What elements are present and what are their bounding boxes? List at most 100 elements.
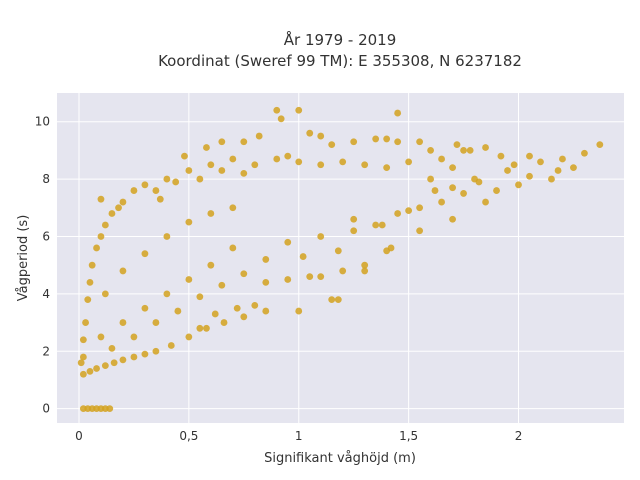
scatter-point — [181, 152, 188, 160]
scatter-point — [334, 296, 342, 304]
scatter-point — [152, 187, 160, 194]
scatter-point — [554, 167, 562, 174]
scatter-point — [130, 187, 138, 194]
x-tick-label: 1 — [295, 429, 303, 443]
scatter-point — [101, 221, 109, 229]
scatter-point — [284, 152, 292, 160]
scatter-point — [317, 161, 325, 169]
scatter-point — [185, 167, 193, 174]
scatter-point — [299, 253, 307, 260]
scatter-point — [383, 247, 391, 255]
scatter-point — [262, 278, 270, 286]
scatter-point — [350, 227, 358, 235]
scatter-point — [372, 221, 380, 229]
scatter-point — [383, 135, 391, 143]
scatter-point — [449, 215, 456, 223]
scatter-point — [273, 155, 281, 163]
scatter-point — [295, 106, 303, 114]
scatter-point — [174, 307, 182, 315]
scatter-point — [295, 307, 303, 315]
scatter-point — [218, 281, 226, 289]
scatter-point — [196, 293, 204, 301]
scatter-point — [510, 161, 518, 169]
x-gridlines — [78, 93, 520, 423]
scatter-point — [334, 247, 342, 255]
scatter-point — [394, 138, 402, 146]
scatter-point — [240, 313, 248, 321]
scatter-point — [163, 290, 171, 298]
scatter-point — [559, 155, 566, 163]
scatter-point — [141, 304, 149, 312]
scatter-point — [416, 204, 424, 212]
chart-title-line-1: År 1979 - 2019 — [284, 30, 397, 49]
y-tick-label: 8 — [42, 172, 50, 186]
scatter-point — [361, 267, 369, 275]
scatter-point — [115, 204, 122, 212]
scatter-point — [350, 138, 358, 146]
scatter-point — [515, 181, 522, 189]
scatter-point — [152, 319, 160, 326]
scatter-point — [218, 167, 226, 174]
scatter-point — [82, 319, 89, 326]
scatter-point — [273, 106, 281, 114]
scatter-point — [185, 333, 193, 341]
scatter-point — [460, 146, 467, 154]
scatter-point — [119, 319, 127, 326]
scatter-point — [493, 187, 500, 194]
scatter-point — [251, 161, 259, 169]
scatter-point — [185, 276, 193, 283]
scatter-point — [317, 132, 325, 140]
scatter-point — [203, 324, 210, 332]
scatter-point — [405, 207, 413, 215]
scatter-point — [482, 198, 489, 206]
x-tick-label: 0,5 — [179, 429, 198, 443]
scatter-point — [361, 261, 369, 269]
scatter-point — [306, 129, 314, 137]
scatter-point — [185, 218, 193, 226]
x-axis-title: Signifikant våghöjd (m) — [264, 451, 416, 466]
scatter-point — [229, 244, 237, 252]
scatter-point — [108, 210, 116, 217]
scatter-point — [262, 256, 270, 263]
scatter-point — [416, 138, 424, 146]
scatter-point — [229, 155, 237, 163]
scatter-point — [570, 164, 577, 172]
scatter-point — [427, 175, 435, 183]
scatter-point — [119, 198, 127, 206]
scatter-point — [438, 155, 445, 163]
scatter-point — [86, 367, 94, 375]
scatter-point — [526, 152, 533, 160]
scatter-point — [438, 198, 445, 206]
scatter-point — [93, 244, 100, 252]
scatter-point — [405, 158, 413, 166]
scatter-point — [152, 347, 160, 355]
scatter-point — [79, 336, 87, 344]
scatter-point — [130, 333, 138, 341]
scatter-point — [449, 184, 456, 192]
scatter-point — [141, 350, 149, 358]
scatter-point — [156, 195, 164, 203]
scatter-point — [504, 167, 511, 174]
scatter-point — [526, 172, 533, 180]
scatter-point — [497, 152, 505, 160]
plot-area — [57, 93, 624, 423]
scatter-point — [295, 158, 303, 166]
y-tick-label: 6 — [42, 229, 50, 243]
scatter-point — [172, 178, 180, 186]
scatter-point — [581, 149, 588, 157]
scatter-point — [108, 344, 116, 352]
scatter-point — [88, 261, 96, 269]
scatter-point — [211, 310, 219, 318]
scatter-point — [141, 250, 149, 258]
scatter-point — [383, 164, 391, 172]
scatter-point — [196, 324, 204, 332]
scatter-point — [97, 195, 105, 203]
scatter-point — [141, 181, 149, 189]
scatter-point — [79, 353, 87, 361]
x-tick-labels: 0 0,5 1 1,5 2 — [75, 429, 522, 443]
scatter-point — [101, 362, 109, 370]
scatter-point — [466, 146, 474, 154]
scatter-point — [306, 273, 314, 281]
scatter-point — [262, 307, 270, 315]
